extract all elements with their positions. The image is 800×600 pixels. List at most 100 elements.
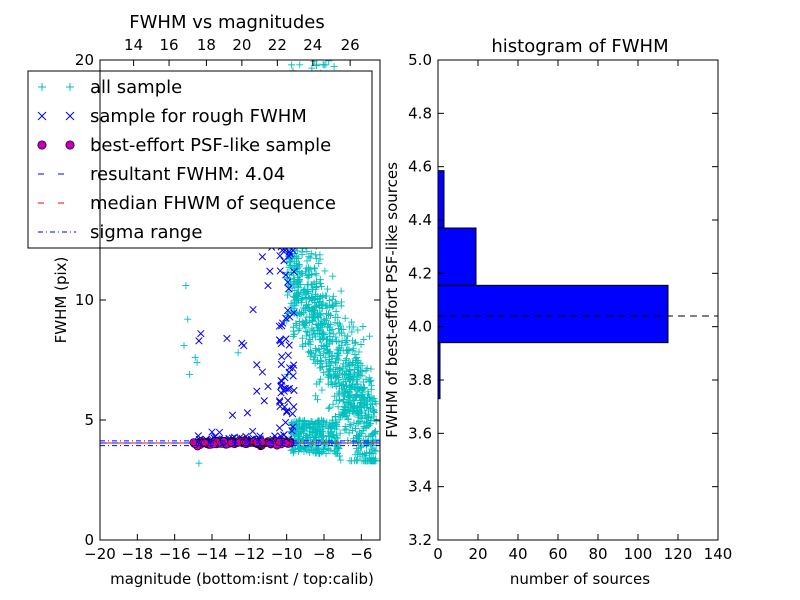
right-plot-area <box>437 170 718 400</box>
all-sample-point <box>325 405 333 413</box>
all-sample-point <box>358 415 366 423</box>
all-sample-point <box>308 294 316 302</box>
all-sample-point <box>367 404 375 412</box>
all-sample-point <box>302 445 310 453</box>
rough-sample-point <box>290 267 298 276</box>
rough-sample-point <box>208 428 216 436</box>
all-sample-point <box>355 436 363 444</box>
all-sample-point <box>305 301 313 309</box>
right-panel-histogram: 0 20 40 60 80 100 120 140 3.2 3.4 3.6 3.8 4.0 4.2 4.4 4… <box>383 36 732 588</box>
right-y-tick-label: 4.2 <box>408 264 432 282</box>
all-sample-point <box>327 357 335 365</box>
all-sample-point <box>318 433 326 441</box>
all-sample-point <box>234 349 242 357</box>
all-sample-point <box>289 327 297 335</box>
all-sample-point <box>288 61 296 69</box>
rough-sample-point <box>285 341 293 349</box>
all-sample-point <box>332 337 340 345</box>
top-x-tick-label: 24 <box>303 36 322 54</box>
all-sample-point <box>296 271 304 279</box>
all-sample-point <box>317 342 325 350</box>
left-y-tick-label: 5 <box>84 411 94 429</box>
all-sample-point <box>307 250 315 258</box>
all-sample-point <box>298 334 306 342</box>
rough-sample-point <box>264 281 272 290</box>
all-sample-point <box>321 438 329 446</box>
all-sample-point <box>341 357 349 365</box>
all-sample-point <box>328 336 336 344</box>
all-sample-point <box>357 399 365 407</box>
right-chart-title: histogram of FWHM <box>491 36 668 57</box>
all-sample-point <box>317 357 325 365</box>
all-sample-point <box>303 257 311 265</box>
top-x-tick-label: 16 <box>160 36 179 54</box>
rough-sample-point <box>286 364 294 372</box>
all-sample-point <box>359 322 367 330</box>
all-sample-point <box>342 367 350 375</box>
right-x-tick-label: 0 <box>433 545 443 563</box>
psf-sample-point <box>242 438 250 447</box>
left-x-tick-label: −6 <box>350 545 372 563</box>
all-sample-point <box>350 405 358 413</box>
legend-entry-label: resultant FWHM: 4.04 <box>90 164 285 185</box>
left-y-axis-label: FWHM (pix) <box>52 257 70 344</box>
left-plot-area <box>100 60 380 467</box>
all-sample-point <box>353 376 361 384</box>
rough-sample-point <box>253 387 261 395</box>
all-sample-point <box>356 431 364 439</box>
all-sample-point <box>193 358 201 366</box>
all-sample-point <box>350 419 358 427</box>
rough-sample-point <box>276 267 284 275</box>
all-sample-point <box>321 267 329 275</box>
all-sample-point <box>306 448 314 456</box>
left-x-tick-label: −20 <box>84 545 116 563</box>
rough-sample-point <box>285 252 293 260</box>
all-sample-point <box>337 366 345 374</box>
all-sample-point <box>340 375 348 383</box>
all-sample-point <box>364 438 372 446</box>
rough-sample-point <box>290 386 298 395</box>
all-sample-point <box>348 426 356 434</box>
rough-sample-point <box>258 253 267 261</box>
all-sample-point <box>294 327 302 335</box>
all-sample-point <box>312 60 320 68</box>
right-x-tick-label: 100 <box>624 545 653 563</box>
all-sample-point <box>345 387 353 395</box>
right-y-tick-label: 3.8 <box>408 371 432 389</box>
all-sample-point <box>283 291 291 299</box>
all-sample-point <box>328 438 336 446</box>
all-sample-point <box>300 429 308 437</box>
all-sample-point <box>349 403 357 411</box>
all-sample-point <box>348 381 356 389</box>
left-x-tick-label: −18 <box>122 545 154 563</box>
all-sample-point <box>296 325 304 333</box>
all-sample-point <box>316 275 324 283</box>
all-sample-point <box>337 298 345 306</box>
all-sample-point <box>353 380 361 388</box>
all-sample-point <box>349 407 357 415</box>
rough-sample-point <box>260 397 268 405</box>
all-sample-point <box>339 326 347 334</box>
all-sample-point <box>298 423 306 431</box>
all-sample-point <box>321 354 329 362</box>
right-x-tick-label: 40 <box>508 545 527 563</box>
all-sample-point <box>354 326 362 334</box>
all-sample-point <box>321 292 329 300</box>
legend-marker-circle <box>65 140 75 150</box>
all-sample-point <box>364 414 372 422</box>
all-sample-point <box>357 443 365 451</box>
all-sample-point <box>310 279 318 287</box>
rough-sample-point <box>282 314 290 322</box>
all-sample-point <box>195 459 203 467</box>
legend-box <box>27 70 373 249</box>
all-sample-point <box>312 392 320 400</box>
all-sample-point <box>314 310 322 318</box>
all-sample-point <box>306 338 314 346</box>
rough-sample-point <box>284 396 292 405</box>
all-sample-point <box>328 420 336 428</box>
rough-sample-point <box>282 271 290 279</box>
all-sample-point <box>295 278 303 286</box>
all-sample-point <box>325 60 333 65</box>
all-sample-point <box>332 307 340 315</box>
all-sample-point <box>345 323 353 331</box>
